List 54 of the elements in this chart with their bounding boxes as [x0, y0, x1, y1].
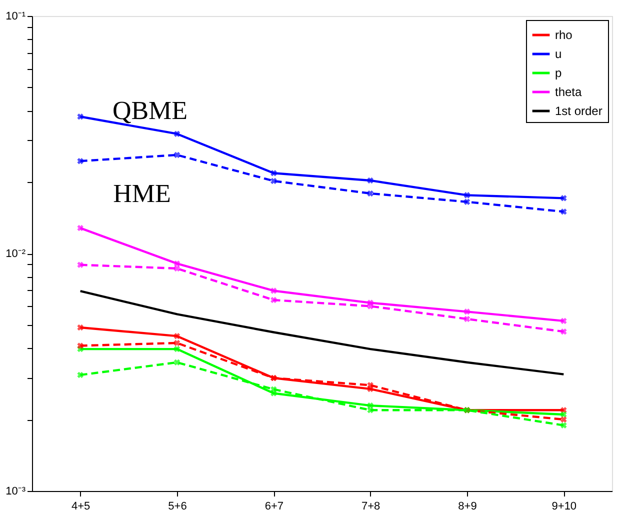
point	[270, 374, 277, 382]
point	[77, 324, 84, 331]
point	[270, 296, 277, 304]
point	[77, 262, 84, 268]
x-tick-label: 5+6	[168, 500, 187, 512]
x-tick-label: 9+10	[552, 500, 577, 512]
point	[367, 382, 374, 388]
point	[367, 190, 374, 197]
point	[464, 192, 470, 198]
x-tick-label: 7+8	[361, 500, 380, 512]
legend-label: 1st order	[555, 104, 602, 118]
y-tick-label: 10⁻³	[6, 486, 26, 498]
point	[464, 308, 470, 315]
point	[560, 416, 567, 423]
legend-label: rho	[555, 28, 573, 42]
line-series	[79, 290, 565, 376]
point	[560, 411, 567, 418]
x-tick-label: 4+5	[71, 500, 90, 512]
point	[77, 158, 84, 164]
point	[270, 170, 277, 176]
point	[174, 359, 180, 366]
y-tick-label: 10⁻¹	[6, 10, 26, 22]
point	[77, 113, 84, 120]
point	[174, 152, 180, 158]
annotation: HME	[113, 179, 171, 208]
point	[367, 303, 374, 310]
legend-label: theta	[555, 85, 582, 99]
x-tick-label: 6+7	[264, 500, 284, 512]
legend-label: p	[555, 66, 562, 80]
point	[77, 224, 84, 232]
point	[464, 198, 470, 205]
point	[270, 178, 277, 184]
point	[270, 386, 277, 392]
point	[367, 177, 374, 184]
point	[174, 340, 180, 346]
point	[77, 342, 84, 349]
point	[464, 316, 470, 322]
point	[367, 407, 374, 414]
point	[174, 130, 180, 137]
point	[174, 346, 180, 352]
point	[560, 318, 567, 324]
point	[560, 208, 567, 215]
y-tick-label: 10⁻²	[6, 248, 26, 260]
annotation: QBME	[112, 96, 188, 125]
point	[77, 372, 84, 378]
point	[174, 265, 180, 272]
point	[560, 422, 567, 428]
legend-label: u	[555, 47, 562, 61]
point	[270, 288, 277, 294]
point	[174, 260, 180, 267]
x-tick-label: 8+9	[458, 500, 477, 512]
point	[560, 195, 567, 202]
point	[174, 332, 180, 340]
point	[560, 328, 567, 335]
